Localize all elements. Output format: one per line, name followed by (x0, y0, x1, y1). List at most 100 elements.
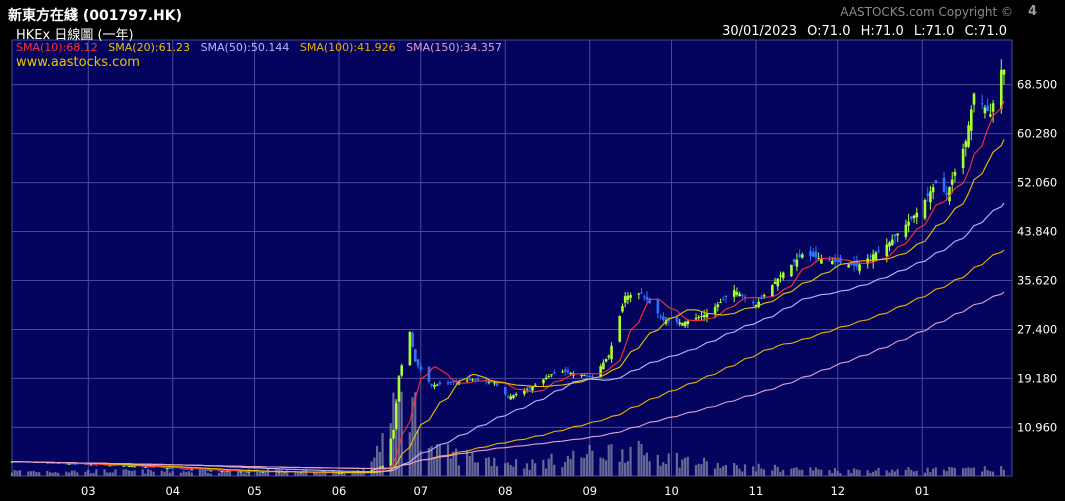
watermark-link[interactable]: www.aastocks.com (16, 55, 140, 70)
candle-body (209, 470, 213, 472)
volume-bar (65, 471, 68, 476)
volume-bar (741, 471, 744, 476)
volume-bar (408, 432, 411, 476)
candle-body (866, 258, 870, 265)
volume-bar (283, 473, 286, 476)
candle-body (416, 359, 420, 366)
volume-bar (534, 463, 537, 476)
volume-bar (907, 467, 910, 476)
candle-body (408, 331, 412, 366)
candle-body (942, 177, 946, 192)
candle-body (888, 242, 891, 247)
volume-bar (801, 469, 804, 476)
volume-bar (51, 472, 54, 476)
plot-area (12, 40, 1012, 476)
candle-body (741, 295, 744, 297)
volume-bar (465, 449, 469, 476)
volume-bar (490, 465, 493, 476)
candle-body (762, 295, 766, 297)
volume-bar (457, 465, 460, 476)
volume-bar (397, 375, 400, 476)
candle-body (204, 469, 207, 471)
volume-bar (964, 468, 967, 476)
candle-body (566, 370, 570, 373)
candle-body (127, 466, 131, 468)
volume-bar (217, 472, 221, 476)
volume-bar (29, 471, 33, 476)
volume-bar (106, 472, 109, 476)
volume-bar (152, 471, 155, 476)
volume-bar (471, 452, 474, 476)
volume-bar (697, 463, 700, 476)
candle-body (1002, 69, 1006, 75)
volume-bar (449, 458, 452, 476)
volume-bar (752, 466, 755, 476)
candle-body (236, 471, 240, 473)
candle-body (986, 105, 989, 111)
volume-bar (84, 471, 87, 476)
candle-body (678, 322, 681, 324)
volume-bar (294, 470, 297, 476)
volume-bar (335, 473, 338, 476)
volume-bar (929, 472, 932, 476)
volume-bar (280, 469, 283, 476)
candle-body (506, 396, 510, 398)
candle-body (811, 252, 815, 257)
candle-body (637, 293, 641, 295)
volume-bar (991, 471, 995, 476)
candle-body (277, 472, 281, 474)
volume-bar (122, 469, 125, 476)
volume-bar (926, 467, 929, 476)
volume-bar (149, 470, 152, 476)
volume-bar (512, 466, 515, 476)
volume-bar (656, 454, 659, 476)
candle-body (751, 301, 755, 304)
candle-body (454, 380, 458, 382)
volume-bar (141, 469, 144, 476)
candle-body (373, 468, 376, 470)
volume-bar (95, 469, 98, 476)
volume-bar (111, 472, 114, 476)
candle-body (754, 305, 758, 307)
candle-body (814, 251, 818, 258)
candle-body (948, 187, 951, 202)
candle-body (735, 292, 739, 295)
volume-bar (637, 440, 640, 476)
candle-body (877, 250, 880, 252)
candle-body (961, 148, 965, 168)
candle-body (438, 382, 442, 385)
candle-body (607, 355, 611, 358)
candle-body (89, 464, 93, 466)
volume-bar (703, 457, 706, 476)
volume-bar (207, 472, 210, 476)
y-tick-label: 60.280 (1017, 127, 1057, 141)
candle-body (705, 313, 709, 318)
volume-bar (528, 469, 531, 476)
volume-bar (70, 470, 73, 476)
sma-150-line (11, 291, 1005, 470)
volume-bar (160, 470, 163, 476)
volume-bar (256, 469, 259, 476)
volume-bar (866, 470, 869, 476)
volume-bar (629, 446, 632, 476)
candle-body (149, 466, 153, 468)
candle-body (392, 430, 395, 439)
candle-body (732, 290, 736, 297)
candle-body (585, 375, 589, 377)
volume-bar (419, 450, 422, 476)
volume-bar (220, 471, 223, 476)
candle-body (87, 463, 90, 465)
volume-bar (792, 467, 796, 476)
volume-bar (776, 466, 779, 476)
candle-body (760, 297, 763, 299)
candle-body (476, 378, 480, 381)
candle-body (542, 379, 545, 384)
volume-bar (874, 470, 877, 476)
candle-body (779, 275, 782, 277)
ohlc-readout: 30/01/2023 O:71.0 H:71.0 L:71.0 C:71.0 (716, 24, 1007, 39)
candle-body (239, 471, 243, 473)
y-tick-label: 52.060 (1017, 176, 1057, 190)
volume-bar (201, 470, 204, 476)
copyright-text: AASTOCKS.com Copyright © (840, 5, 1013, 19)
